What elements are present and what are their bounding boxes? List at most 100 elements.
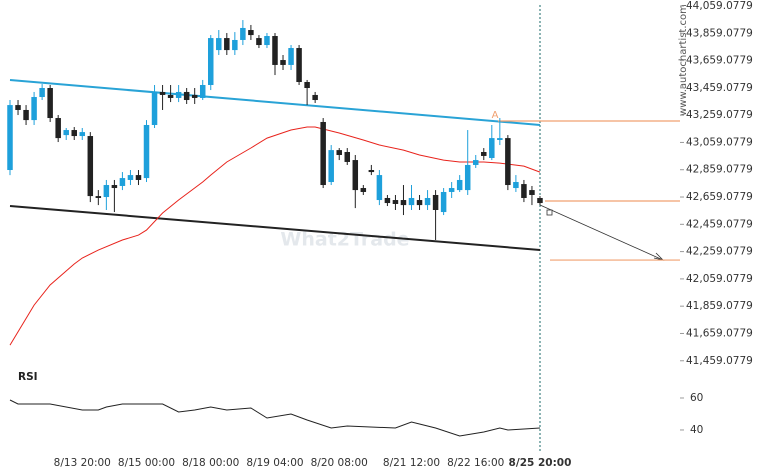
candle-body — [513, 182, 519, 189]
candle-body — [7, 105, 13, 171]
x-tick-label: 8/22 16:00 — [447, 457, 504, 469]
candle-body — [416, 200, 423, 206]
candle-body — [55, 118, 61, 139]
candle-body — [208, 38, 214, 86]
candle-body — [336, 150, 342, 156]
candle-body — [103, 185, 110, 198]
candle-body — [224, 38, 230, 51]
candle-body — [505, 138, 511, 186]
channel-lower — [9, 205, 541, 251]
candle-body — [240, 27, 246, 40]
candle-body — [360, 188, 367, 192]
candle-body — [248, 30, 254, 36]
candle-body — [481, 152, 487, 156]
candle-body — [15, 105, 21, 110]
candle-body — [344, 152, 351, 162]
candle-body — [432, 194, 439, 210]
candle-body — [71, 130, 77, 137]
candle-body — [320, 121, 326, 186]
candle-body — [384, 197, 391, 204]
candle-body — [296, 48, 302, 83]
candle-body — [256, 38, 262, 46]
candle-body — [521, 184, 527, 198]
y-tick-label: 44,059.0779 — [686, 0, 753, 12]
y-tick-label: 42,059.0779 — [686, 273, 753, 285]
y-tick-label: 42,859.0779 — [686, 164, 753, 176]
candle-body — [63, 130, 69, 136]
candle-body — [489, 138, 495, 159]
channel-upper — [9, 79, 541, 126]
candle-body — [87, 136, 94, 197]
forecast-marker — [546, 209, 553, 216]
candle-body — [328, 150, 334, 183]
candle-body — [408, 197, 415, 206]
candle-body — [23, 109, 29, 121]
candle-body — [424, 197, 431, 206]
x-tick-label: 8/21 12:00 — [383, 457, 440, 469]
candle-body — [191, 94, 198, 98]
y-tick-label: 42,259.0779 — [686, 246, 753, 258]
y-tick-label: 41,459.0779 — [686, 355, 753, 367]
rsi-tick-label: 40 — [690, 424, 703, 436]
candle-body — [529, 190, 535, 195]
candle-body — [304, 82, 310, 89]
candle-body — [135, 175, 142, 180]
candle-body — [288, 48, 294, 65]
candle-body — [175, 91, 182, 98]
candle-body — [537, 197, 543, 204]
candle-body — [376, 175, 383, 201]
y-tick-label: 43,659.0779 — [686, 55, 753, 67]
candle-body — [95, 196, 102, 198]
candle-body — [312, 94, 318, 101]
candle-body — [151, 91, 158, 125]
candle-body — [216, 38, 222, 51]
candle-body — [368, 170, 375, 173]
y-tick-label: 43,859.0779 — [686, 27, 753, 39]
rsi-tick-label: 60 — [690, 392, 703, 404]
candle-body — [352, 160, 359, 191]
y-tick-label: 43,459.0779 — [686, 82, 753, 94]
candle-body — [280, 60, 286, 65]
rsi-line — [9, 399, 541, 437]
candle-body — [183, 91, 190, 101]
candle-body — [143, 124, 150, 179]
candle-body — [440, 191, 447, 213]
candle-body — [272, 36, 278, 65]
x-tick-label: 8/13 20:00 — [54, 457, 111, 469]
source-label: www.autochartist.com — [678, 4, 689, 116]
candle-body — [448, 188, 455, 192]
y-tick-label: 42,459.0779 — [686, 218, 753, 230]
candle-body — [159, 91, 166, 95]
y-tick-label: 41,659.0779 — [686, 327, 753, 339]
candle-body — [111, 185, 118, 189]
x-tick-label: 8/15 00:00 — [118, 457, 175, 469]
candle-body — [464, 164, 471, 191]
candle-body — [31, 97, 37, 121]
candle-body — [456, 179, 463, 191]
candle-body — [127, 175, 134, 180]
x-tick-label: 8/18 00:00 — [182, 457, 239, 469]
y-tick-label: 42,659.0779 — [686, 191, 753, 203]
y-tick-label: 41,859.0779 — [686, 300, 753, 312]
pattern-label: A — [492, 110, 499, 121]
candle-body — [497, 138, 503, 140]
x-tick-label: 8/20 08:00 — [311, 457, 368, 469]
candle-body — [119, 178, 126, 186]
y-tick-label: 43,259.0779 — [686, 109, 753, 121]
candle-body — [79, 132, 86, 137]
candle-body — [39, 88, 45, 98]
candle-body — [400, 200, 407, 206]
candle-body — [392, 200, 399, 204]
x-tick-label: 8/19 04:00 — [246, 457, 303, 469]
candle-body — [264, 36, 270, 46]
candle-body — [199, 85, 206, 98]
watermark: What2Trade — [280, 229, 409, 251]
candle-body — [167, 94, 174, 98]
moving-average — [9, 126, 541, 346]
candle-body — [232, 39, 238, 51]
x-tick-label: 8/25 20:00 — [509, 457, 572, 469]
rsi-title: RSI — [18, 371, 38, 383]
candle-body — [472, 160, 479, 165]
candle-body — [47, 88, 53, 119]
